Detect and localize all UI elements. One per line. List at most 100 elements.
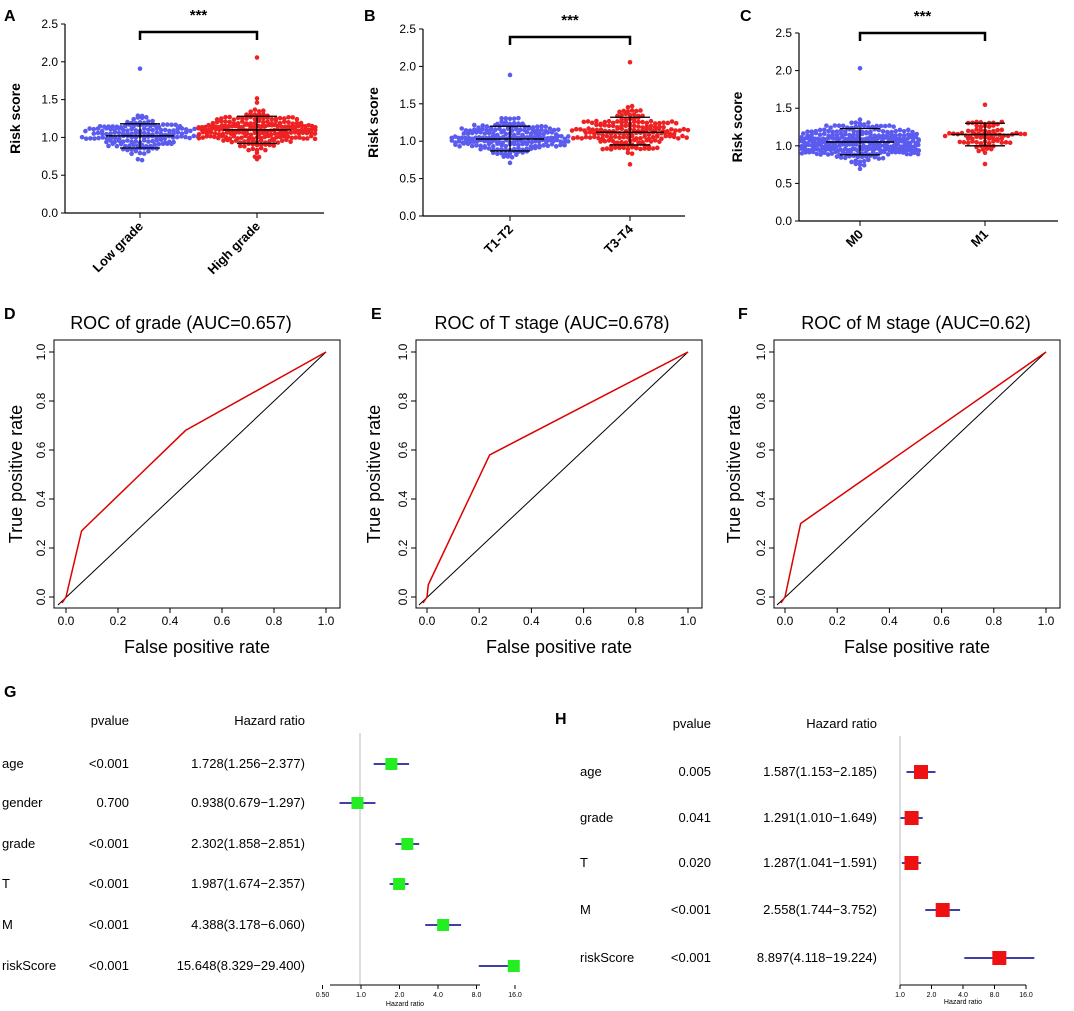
data-point bbox=[982, 150, 988, 156]
data-point bbox=[137, 66, 143, 71]
row-hazard-ratio: 1.291(1.010−1.649) bbox=[763, 810, 877, 825]
data-point bbox=[606, 123, 612, 129]
data-point bbox=[158, 131, 164, 137]
y-tick-label: 0.0 bbox=[41, 206, 58, 220]
data-point bbox=[834, 129, 840, 134]
column-header-hazard-ratio: Hazard ratio bbox=[234, 713, 305, 728]
data-point bbox=[123, 143, 128, 149]
x-tick-label: 8.0 bbox=[472, 992, 482, 999]
x-tick-label: 0.0 bbox=[777, 614, 794, 628]
data-point bbox=[516, 130, 521, 136]
y-tick-label: 1.0 bbox=[399, 134, 416, 148]
data-point bbox=[986, 124, 992, 129]
data-point bbox=[263, 140, 268, 145]
data-point bbox=[244, 116, 249, 121]
row-pvalue: <0.001 bbox=[89, 917, 129, 932]
data-point bbox=[270, 136, 275, 142]
data-point bbox=[604, 146, 610, 151]
data-point bbox=[878, 123, 884, 129]
data-point bbox=[986, 140, 992, 146]
data-point bbox=[286, 119, 291, 125]
data-point bbox=[511, 132, 517, 138]
data-point bbox=[608, 147, 614, 152]
data-point bbox=[507, 160, 513, 166]
data-point bbox=[885, 152, 891, 157]
y-tick-label: 0.8 bbox=[396, 392, 410, 409]
data-point bbox=[951, 131, 956, 136]
data-point bbox=[617, 135, 622, 141]
y-tick-label: 0.0 bbox=[754, 588, 768, 605]
row-label: gender bbox=[2, 795, 43, 810]
data-point bbox=[469, 143, 475, 149]
data-point bbox=[231, 117, 237, 122]
data-point bbox=[673, 120, 679, 126]
data-point bbox=[799, 151, 805, 156]
row-hazard-ratio: 2.302(1.858−2.851) bbox=[191, 836, 305, 851]
data-point bbox=[503, 131, 509, 137]
row-pvalue: <0.001 bbox=[89, 756, 129, 771]
data-point bbox=[200, 135, 206, 140]
row-hazard-ratio: 1.287(1.041−1.591) bbox=[763, 855, 877, 870]
data-point bbox=[615, 124, 620, 130]
data-point bbox=[150, 127, 155, 133]
data-point bbox=[254, 55, 260, 60]
data-point bbox=[227, 114, 232, 120]
data-point bbox=[864, 129, 869, 135]
data-point bbox=[585, 119, 591, 124]
significance-bracket bbox=[508, 35, 632, 45]
data-point bbox=[294, 116, 300, 122]
data-point bbox=[640, 125, 645, 130]
data-point bbox=[978, 124, 984, 130]
data-point bbox=[313, 124, 318, 130]
data-point bbox=[129, 131, 134, 136]
hr-marker bbox=[913, 765, 928, 779]
data-point bbox=[509, 128, 515, 133]
row-label: M bbox=[2, 917, 13, 932]
data-point bbox=[648, 123, 654, 129]
data-point bbox=[974, 139, 979, 145]
data-point bbox=[646, 132, 652, 137]
data-point bbox=[535, 127, 540, 133]
data-point bbox=[853, 120, 859, 125]
data-point bbox=[661, 120, 666, 126]
data-point bbox=[684, 135, 689, 140]
data-point bbox=[312, 136, 318, 142]
data-point bbox=[125, 138, 130, 143]
x-tick-label: 4.0 bbox=[433, 992, 443, 999]
data-point bbox=[1018, 131, 1023, 137]
roc-curve bbox=[61, 351, 327, 604]
data-point bbox=[980, 147, 986, 152]
data-point bbox=[306, 127, 311, 133]
data-point bbox=[634, 108, 639, 114]
y-tick-label: 1.0 bbox=[754, 343, 768, 360]
data-point bbox=[79, 134, 85, 140]
data-point bbox=[97, 123, 103, 129]
data-point bbox=[861, 162, 867, 168]
data-point bbox=[859, 129, 865, 135]
data-point bbox=[556, 127, 561, 132]
data-point bbox=[893, 149, 898, 155]
row-hazard-ratio: 8.897(4.118−19.224) bbox=[757, 950, 877, 965]
data-point bbox=[88, 136, 93, 141]
data-point bbox=[499, 119, 504, 125]
diagonal-reference bbox=[57, 351, 327, 606]
data-point bbox=[578, 127, 583, 132]
data-point bbox=[853, 158, 859, 163]
data-point bbox=[183, 127, 189, 132]
y-tick-label: 0.8 bbox=[754, 392, 768, 409]
data-point bbox=[485, 138, 491, 144]
diagonal-reference bbox=[418, 351, 689, 606]
data-point bbox=[619, 120, 624, 125]
data-point bbox=[108, 131, 113, 137]
y-tick-label: 1.5 bbox=[775, 101, 792, 115]
data-point bbox=[849, 159, 854, 165]
data-point bbox=[995, 121, 1000, 127]
data-point bbox=[486, 146, 492, 151]
data-point bbox=[621, 108, 626, 114]
y-tick-label: 0.0 bbox=[34, 588, 48, 605]
data-point bbox=[503, 116, 509, 121]
x-tick-label: 1.0 bbox=[895, 992, 905, 999]
data-point bbox=[215, 135, 221, 141]
data-point bbox=[235, 136, 240, 141]
data-point bbox=[274, 135, 279, 140]
